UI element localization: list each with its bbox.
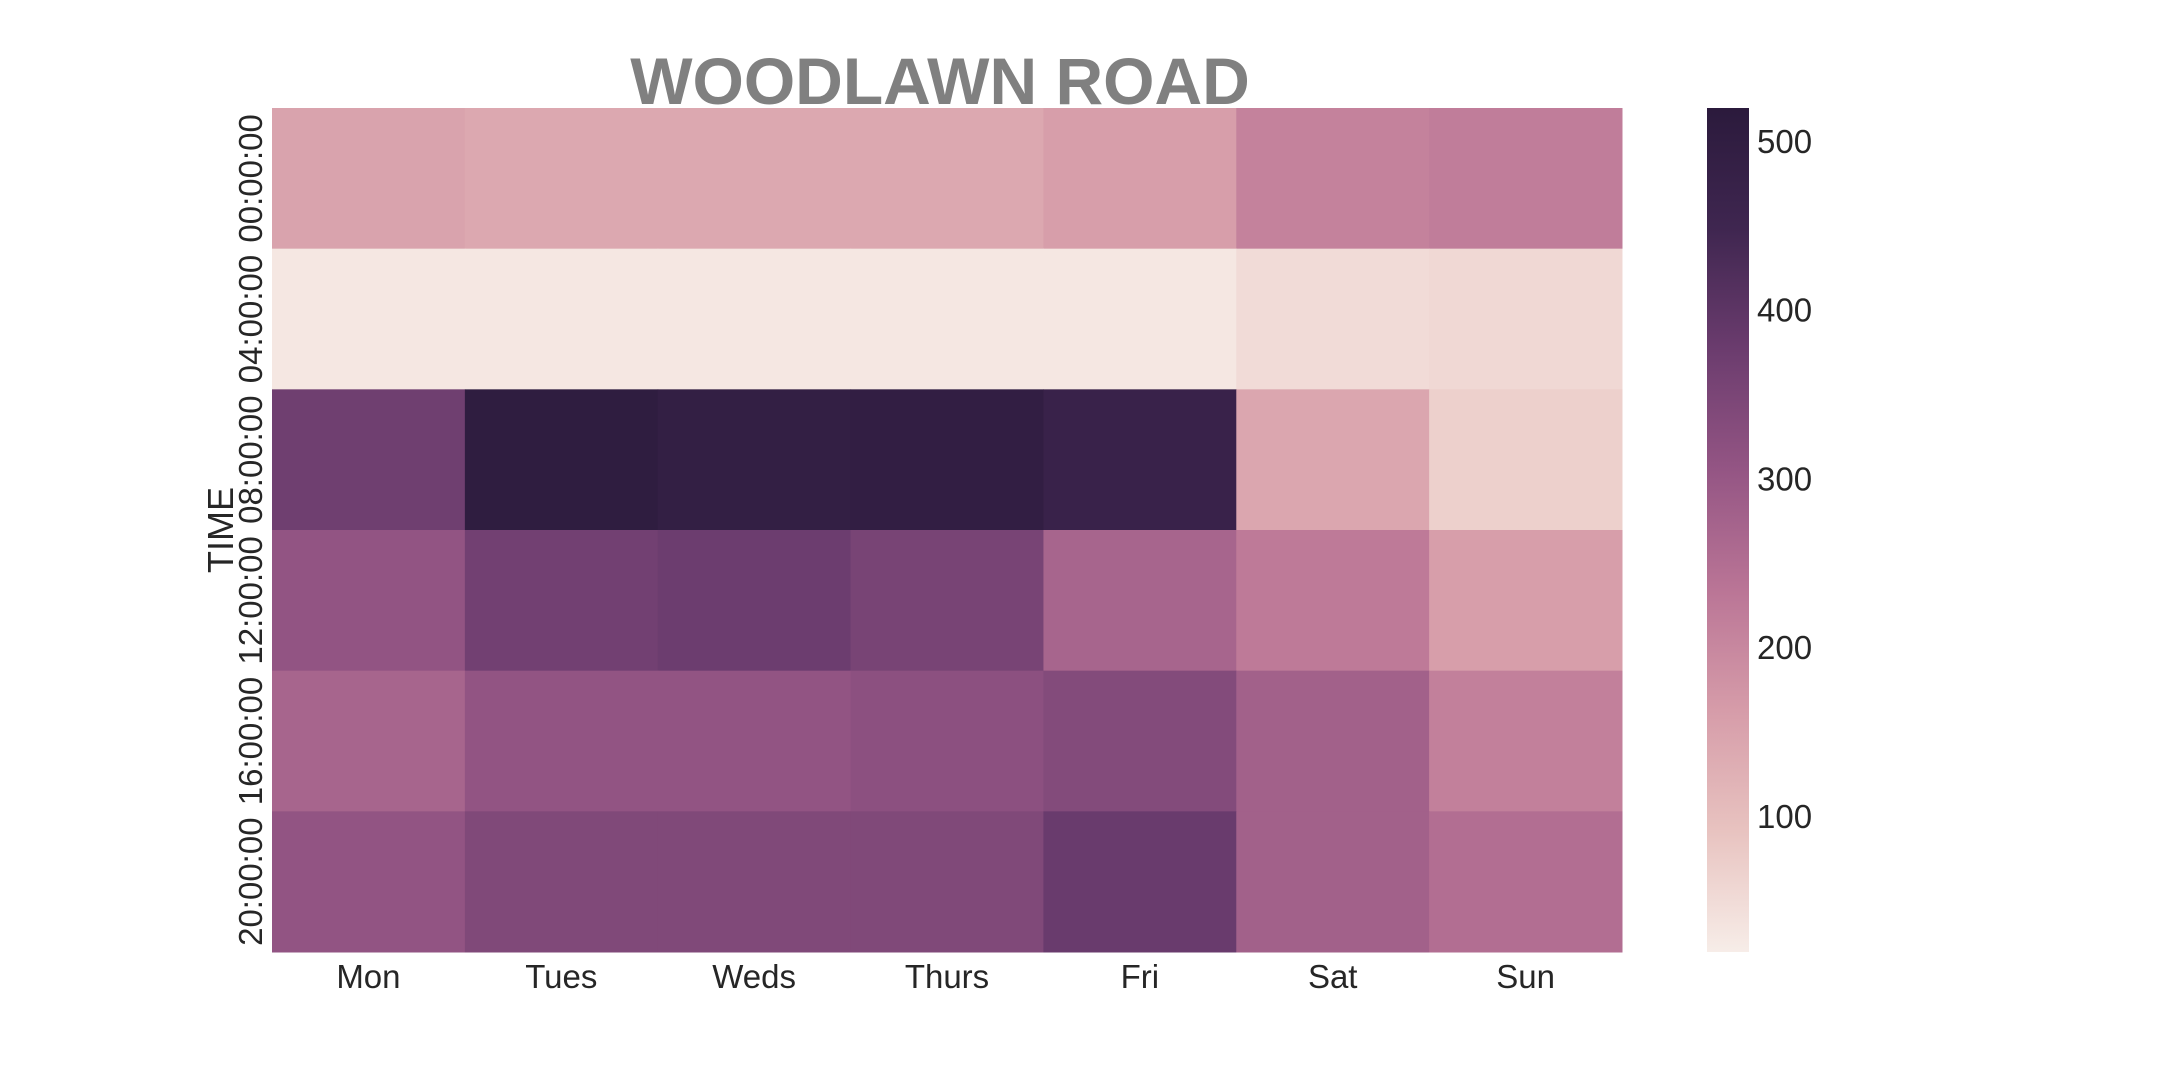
x-tick-label: Sun bbox=[1496, 958, 1555, 995]
heatmap-cells bbox=[272, 108, 1623, 953]
heatmap-cell bbox=[464, 670, 659, 812]
heatmap-cell bbox=[1043, 108, 1237, 250]
heatmap-cell bbox=[1236, 670, 1430, 812]
heatmap-cell bbox=[1429, 248, 1623, 390]
heatmap-cell bbox=[657, 530, 852, 672]
x-tick-labels: Mon Tues Weds Thurs Fri Sat Sun bbox=[336, 958, 1555, 995]
heatmap-cell bbox=[464, 389, 659, 531]
heatmap-cell bbox=[1043, 811, 1237, 953]
heatmap-cell bbox=[272, 530, 466, 672]
colorbar-tick-label: 400 bbox=[1757, 292, 1812, 329]
heatmap-cell bbox=[657, 389, 852, 531]
heatmap-cell bbox=[272, 108, 466, 250]
heatmap-cell bbox=[1043, 248, 1237, 390]
x-tick-label: Tues bbox=[525, 958, 597, 995]
heatmap-cell bbox=[1236, 248, 1430, 390]
y-tick-labels: 00:00:00 04:00:00 08:00:00 12:00:00 16:00:00… bbox=[232, 114, 269, 946]
heatmap-cell bbox=[464, 811, 659, 953]
y-axis-label: TIME bbox=[200, 487, 241, 573]
x-tick-label: Fri bbox=[1121, 958, 1159, 995]
heatmap-cell bbox=[1043, 670, 1237, 812]
heatmap-cell bbox=[1236, 530, 1430, 672]
heatmap-cell bbox=[850, 389, 1044, 531]
heatmap-cell bbox=[850, 108, 1044, 250]
y-tick-label: 12:00:00 bbox=[232, 536, 269, 664]
y-tick-label: 20:00:00 bbox=[232, 817, 269, 945]
heatmap-cell bbox=[850, 248, 1044, 390]
heatmap-cell bbox=[657, 248, 852, 390]
heatmap-cell bbox=[1429, 389, 1623, 531]
heatmap-cell bbox=[1429, 670, 1623, 812]
heatmap-cell bbox=[272, 248, 466, 390]
heatmap-cell bbox=[1429, 108, 1623, 250]
chart-title: WOODLAWN ROAD bbox=[630, 44, 1250, 118]
heatmap-cell bbox=[657, 670, 852, 812]
colorbar-tick-labels: 100 200 300 400 500 bbox=[1757, 123, 1812, 835]
heatmap-cell bbox=[464, 108, 659, 250]
heatmap-cell bbox=[1236, 108, 1430, 250]
heatmap-cell bbox=[464, 248, 659, 390]
heatmap-cell bbox=[272, 811, 466, 953]
x-tick-label: Weds bbox=[712, 958, 796, 995]
heatmap-cell bbox=[850, 670, 1044, 812]
y-tick-label: 16:00:00 bbox=[232, 677, 269, 805]
x-tick-label: Mon bbox=[336, 958, 400, 995]
x-tick-label: Sat bbox=[1308, 958, 1358, 995]
colorbar-tick-label: 200 bbox=[1757, 629, 1812, 666]
heatmap-cell bbox=[1429, 530, 1623, 672]
heatmap-cell bbox=[1043, 530, 1237, 672]
colorbar bbox=[1707, 108, 1749, 952]
colorbar-tick-label: 300 bbox=[1757, 460, 1812, 497]
heatmap-cell bbox=[1236, 389, 1430, 531]
heatmap-cell bbox=[657, 811, 852, 953]
heatmap-cell bbox=[464, 530, 659, 672]
colorbar-tick-label: 100 bbox=[1757, 798, 1812, 835]
heatmap-cell bbox=[1236, 811, 1430, 953]
y-tick-label: 08:00:00 bbox=[232, 395, 269, 523]
heatmap-cell bbox=[272, 389, 466, 531]
colorbar-tick-label: 500 bbox=[1757, 123, 1812, 160]
y-tick-label: 00:00:00 bbox=[232, 114, 269, 242]
heatmap-cell bbox=[657, 108, 852, 250]
y-tick-label: 04:00:00 bbox=[232, 255, 269, 383]
heatmap-cell bbox=[1043, 389, 1237, 531]
heatmap-cell bbox=[272, 670, 466, 812]
heatmap-cell bbox=[850, 530, 1044, 672]
heatmap-cell bbox=[850, 811, 1044, 953]
x-tick-label: Thurs bbox=[905, 958, 989, 995]
heatmap-cell bbox=[1429, 811, 1623, 953]
